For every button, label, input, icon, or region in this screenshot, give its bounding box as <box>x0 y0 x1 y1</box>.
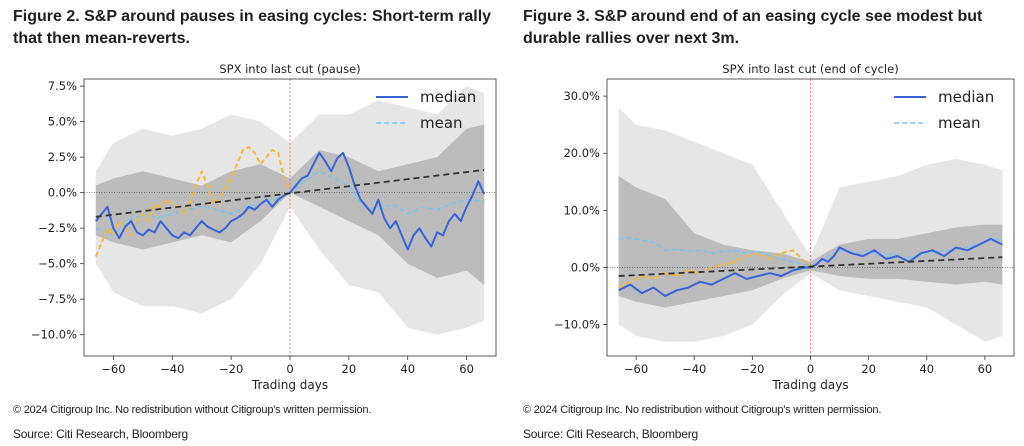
plot-area <box>607 79 1014 356</box>
figure-heading: Figure 2. S&P around pauses in easing cy… <box>13 8 492 47</box>
series-trend-line <box>618 256 1003 277</box>
series-partial-line <box>94 146 291 257</box>
figure-heading: Figure 3. S&P around end of an easing cy… <box>523 8 983 47</box>
copyright-note: © 2024 Citigroup Inc. No redistribution … <box>13 404 372 416</box>
x-tick-label: −20 <box>740 362 764 376</box>
x-tick-label: 0 <box>807 362 814 376</box>
series-partial-line <box>618 249 812 289</box>
x-tick-label: −60 <box>624 362 648 376</box>
source-note: Source: Citi Research, Bloomberg <box>13 427 189 441</box>
x-tick-label: 40 <box>919 362 934 376</box>
x-tick-label: 40 <box>400 362 415 376</box>
y-tick-label: 10.0% <box>563 203 600 217</box>
x-axis-label: Trading days <box>251 378 328 392</box>
x-tick-label: 60 <box>978 362 993 376</box>
legend-median-label: median <box>938 88 994 106</box>
y-tick-label: 5.0% <box>48 115 77 129</box>
y-tick-label: 20.0% <box>563 146 600 160</box>
x-tick-label: 60 <box>459 362 474 376</box>
y-tick-label: −10.0% <box>31 328 77 342</box>
x-tick-label: −60 <box>101 362 125 376</box>
range-band-inner <box>95 124 485 285</box>
x-tick-label: 20 <box>342 362 357 376</box>
x-tick-label: 0 <box>286 362 293 376</box>
x-tick-label: −40 <box>682 362 706 376</box>
legend-mean-label: mean <box>420 114 463 132</box>
figure-3-panel: Figure 3. S&P around end of an easing cy… <box>520 0 1020 446</box>
x-tick-label: −40 <box>160 362 184 376</box>
y-tick-label: 0.0% <box>48 186 77 200</box>
y-tick-label: −7.5% <box>38 292 77 306</box>
legend-mean-label: mean <box>938 114 981 132</box>
x-tick-label: 20 <box>861 362 876 376</box>
y-tick-label: 0.0% <box>571 260 600 274</box>
legend-median-label: median <box>420 88 476 106</box>
y-tick-label: 7.5% <box>48 79 77 93</box>
y-tick-label: −5.0% <box>38 257 77 271</box>
range-band-inner <box>618 176 1003 308</box>
y-tick-label: 2.5% <box>48 150 77 164</box>
y-tick-label: −2.5% <box>38 221 77 235</box>
plot-area <box>84 79 496 356</box>
chart-pause: SPX into last cut (pause) 7.5% 5.0% 2.5% 0.0… <box>31 62 497 392</box>
chart-end-of-cycle: SPX into last cut (end of cycle) 30.0% 20.… <box>554 62 1015 392</box>
x-tick-label: −20 <box>219 362 243 376</box>
chart-title: SPX into last cut (end of cycle) <box>722 62 898 76</box>
y-tick-label: −10.0% <box>554 318 600 332</box>
range-band-outer <box>95 86 485 335</box>
y-tick-label: 30.0% <box>563 89 600 103</box>
figure-2-panel: Figure 2. S&P around pauses in easing cy… <box>0 0 500 446</box>
series-trend-line <box>95 169 485 218</box>
source-note: Source: Citi Research, Bloomberg <box>523 427 699 441</box>
series-mean-line <box>618 237 1003 268</box>
x-axis-label: Trading days <box>771 378 848 392</box>
series-median-line <box>618 237 1003 297</box>
copyright-note: © 2024 Citigroup Inc. No redistribution … <box>523 404 882 416</box>
chart-title: SPX into last cut (pause) <box>219 62 360 76</box>
